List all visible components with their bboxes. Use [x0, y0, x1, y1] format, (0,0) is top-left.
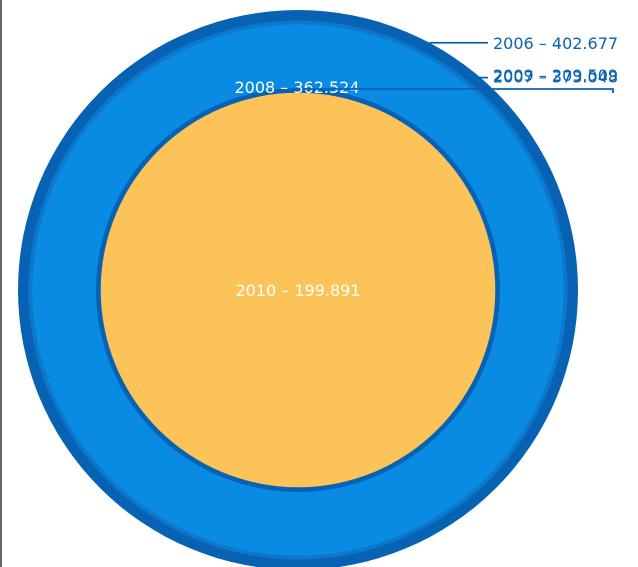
label-2010: 2010 – 199.891 [235, 281, 360, 300]
circle-2010 [100, 92, 496, 488]
label-2009: 2009 – 209.509 [493, 66, 618, 85]
leader-line-2009 [304, 88, 614, 93]
label-2007: 2007 – 373.048 [493, 68, 618, 87]
label-2008: 2008 – 362.524 [234, 78, 359, 97]
label-2006: 2006 – 402.677 [493, 34, 618, 53]
